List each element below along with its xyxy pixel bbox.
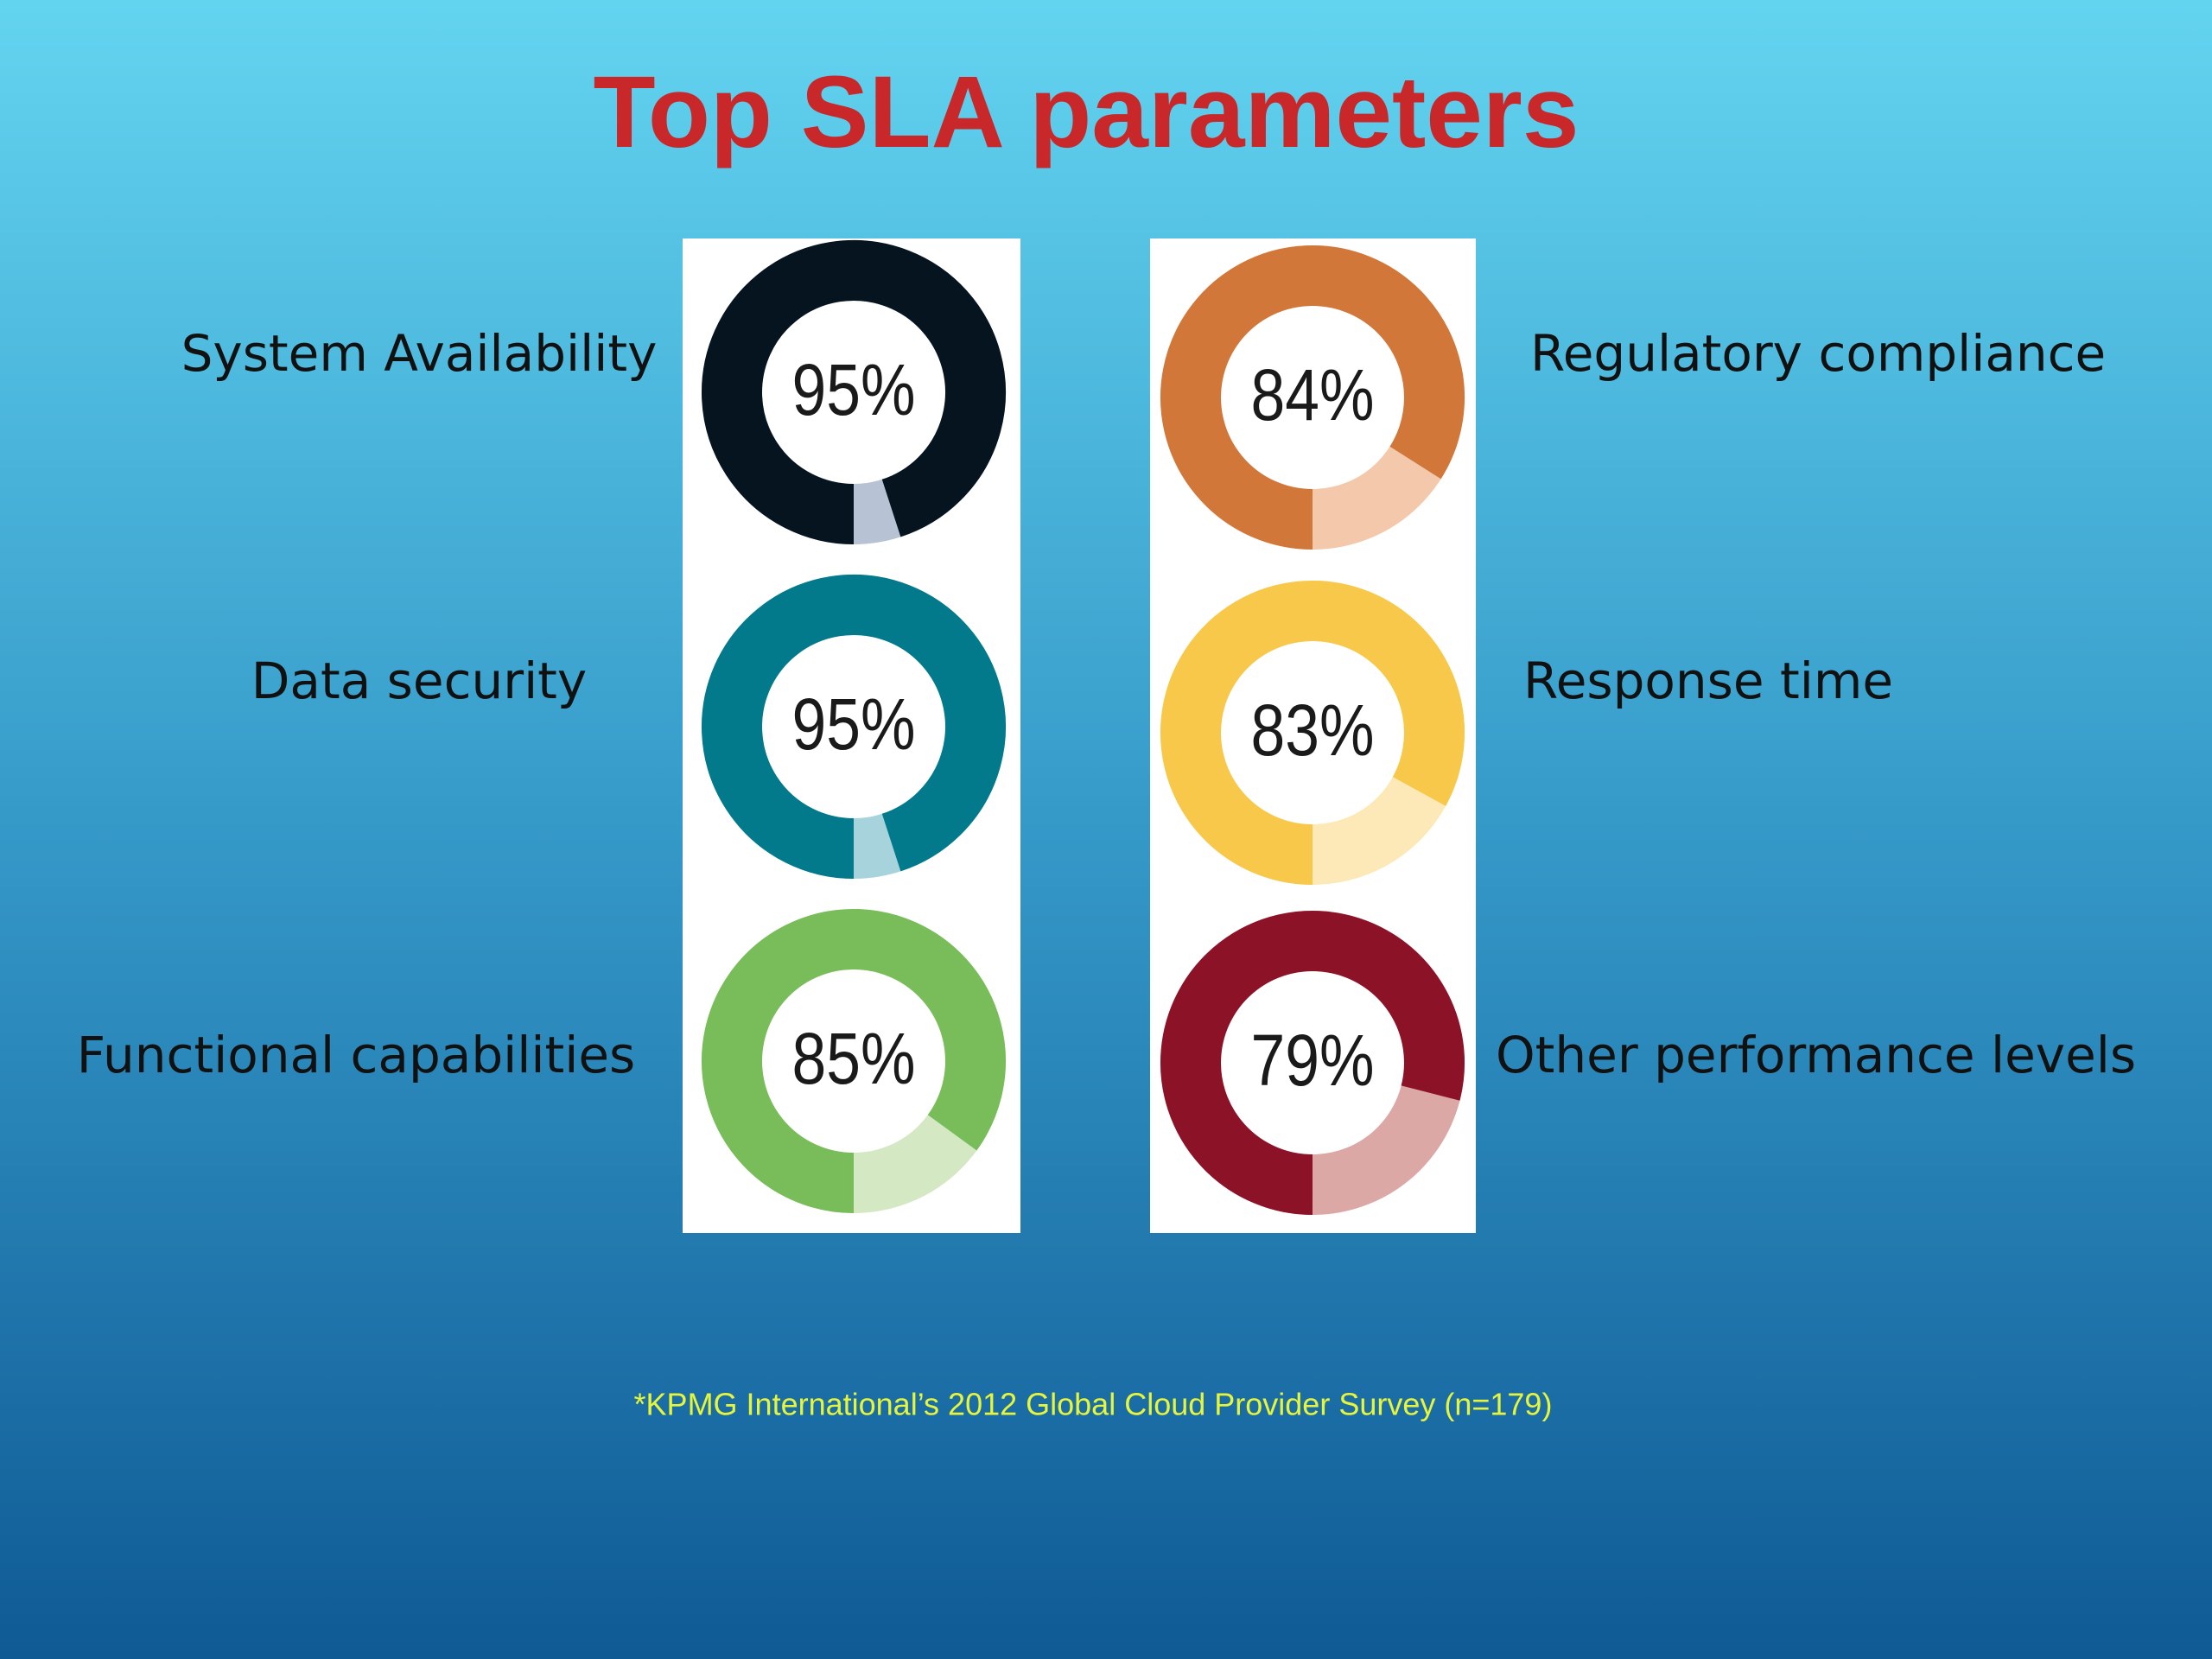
donut-arc	[1160, 245, 1465, 550]
category-label: System Availability	[181, 324, 658, 383]
value-label: 83%	[1251, 690, 1375, 772]
donut-arc	[702, 240, 1006, 544]
value-label: 79%	[1251, 1020, 1375, 1102]
category-label: Data security	[251, 652, 588, 710]
value-label: 95%	[792, 349, 916, 431]
value-label: 85%	[792, 1018, 916, 1100]
donut-arc	[702, 575, 1006, 879]
donut-arc	[702, 909, 1006, 1213]
footnote: *KPMG International’s 2012 Global Cloud …	[634, 1387, 1553, 1422]
donut-arc	[1160, 581, 1465, 885]
slide-title: Top SLA parameters	[594, 55, 1580, 169]
donut-arc	[1160, 911, 1465, 1215]
category-label: Regulatory compliance	[1530, 324, 2106, 383]
value-label: 84%	[1251, 354, 1375, 436]
value-label: 95%	[792, 683, 916, 766]
category-label: Response time	[1523, 652, 1893, 710]
category-label: Other performance levels	[1496, 1026, 2136, 1084]
category-label: Functional capabilities	[77, 1026, 636, 1084]
